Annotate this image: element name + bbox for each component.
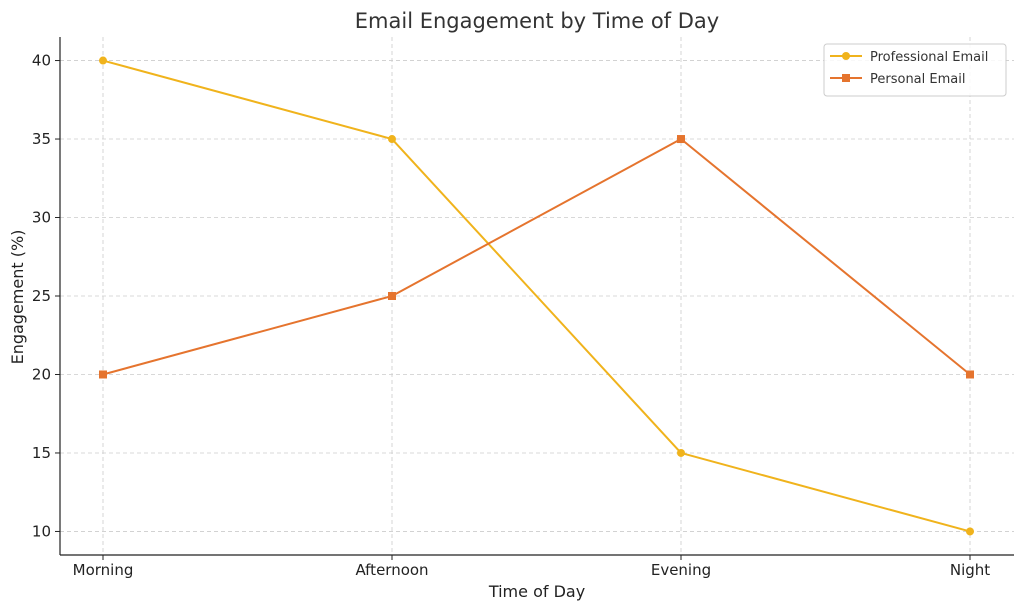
y-tick-label: 10 (32, 522, 51, 540)
series-line-professional-email (102, 59, 971, 533)
legend: Professional Email Personal Email (823, 43, 1007, 97)
y-tick-label: 15 (32, 444, 51, 462)
x-tick-label: Night (950, 561, 990, 579)
data-point (99, 370, 107, 379)
data-point (99, 56, 107, 65)
legend-box (823, 43, 1007, 97)
x-tick-label: Morning (73, 561, 134, 579)
legend-marker (842, 52, 850, 60)
chart-title: Email Engagement by Time of Day (355, 9, 719, 33)
data-point (966, 370, 974, 379)
y-tick-label: 25 (32, 287, 51, 305)
data-point (966, 527, 974, 536)
y-tick-label: 40 (32, 52, 51, 70)
x-tick-label: Evening (651, 561, 711, 579)
data-point (677, 135, 685, 144)
legend-label: Professional Email (870, 50, 988, 65)
series-line-personal-email (102, 138, 971, 376)
y-tick-label: 35 (32, 130, 51, 148)
legend-label: Personal Email (870, 72, 965, 87)
y-tick-label: 30 (32, 209, 51, 227)
data-point (388, 292, 396, 300)
series (99, 56, 974, 536)
legend-item: Personal Email (830, 72, 965, 87)
legend-item: Professional Email (830, 50, 988, 65)
x-axis-label: Time of Day (488, 582, 585, 601)
x-tick-label: Afternoon (355, 561, 428, 579)
data-point (388, 135, 396, 144)
series-personal-email (99, 135, 974, 379)
y-tick-label: 20 (32, 365, 51, 383)
data-point (677, 448, 685, 457)
legend-marker (842, 74, 850, 82)
y-axis-label: Engagement (%) (8, 230, 27, 365)
ticks: 10 15 20 25 30 35 40 Morning Afternoon Evening Nig… (32, 52, 990, 579)
series-professional-email (99, 56, 974, 536)
